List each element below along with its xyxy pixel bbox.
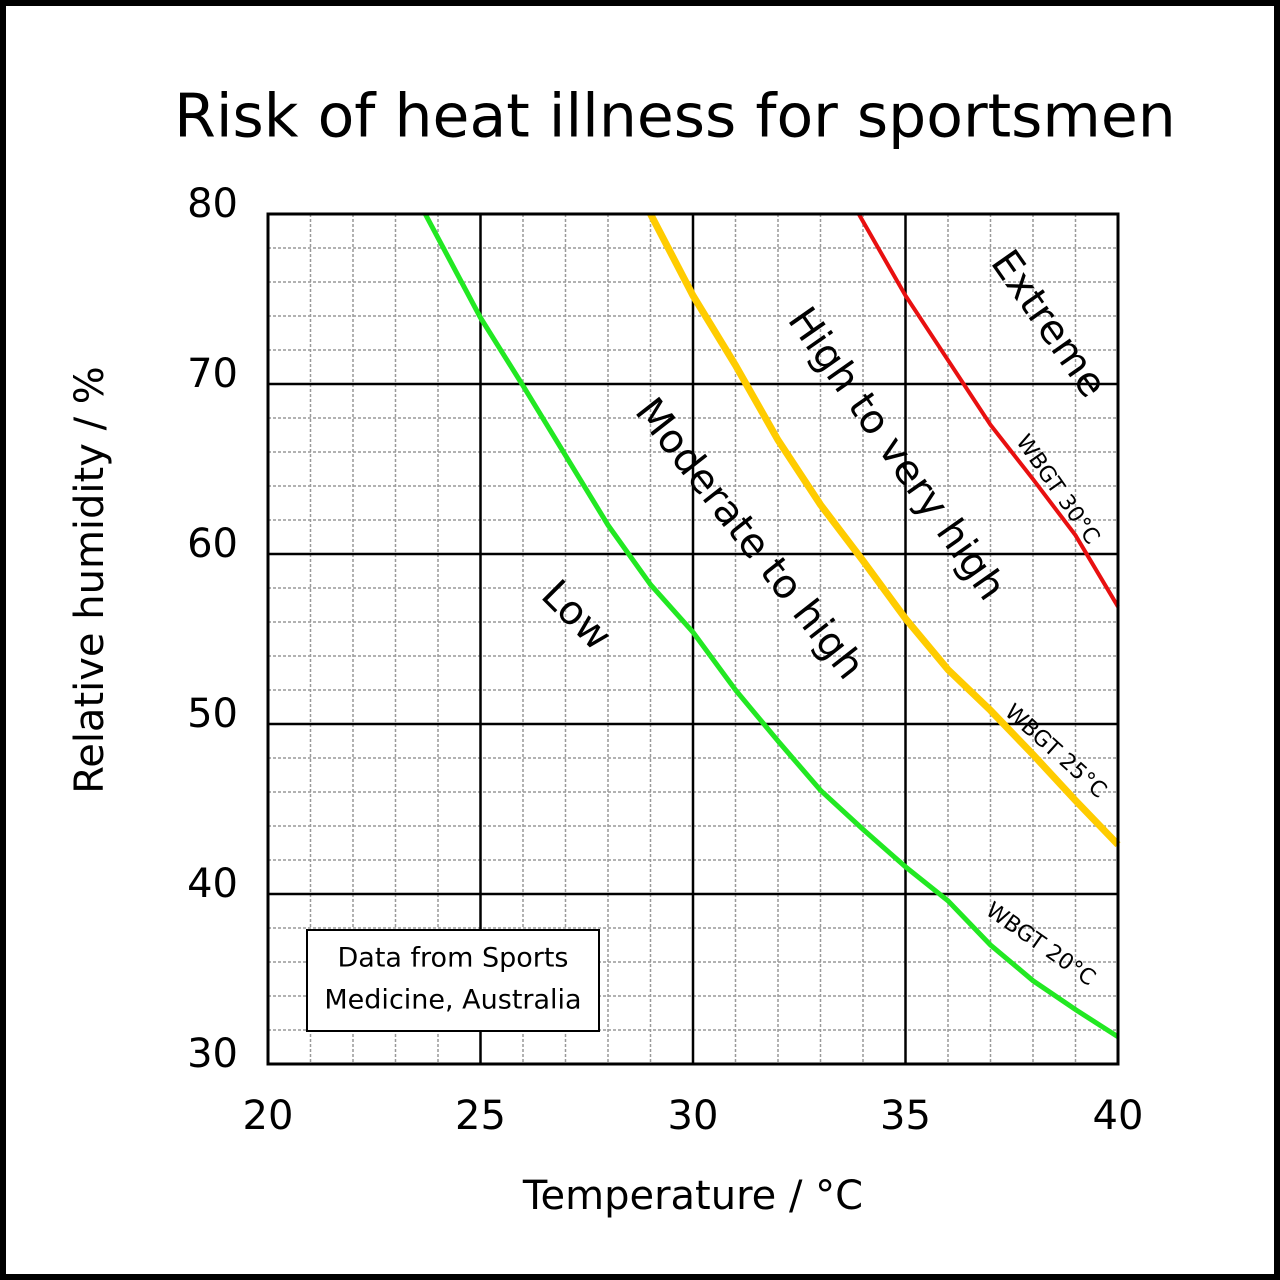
note-line: Data from Sports xyxy=(337,943,568,974)
x-tick-label: 25 xyxy=(455,1093,506,1139)
curve xyxy=(857,213,1120,608)
x-tick-label: 20 xyxy=(243,1093,294,1139)
plot-frame xyxy=(266,212,1120,1066)
y-tick-label: 80 xyxy=(187,181,238,227)
curve xyxy=(423,212,1120,1039)
x-tick-label: 40 xyxy=(1093,1093,1144,1139)
chart-title: Risk of heat illness for sportsmen xyxy=(174,82,1176,152)
curve xyxy=(647,212,1121,848)
note-box xyxy=(306,929,600,1032)
x-axis-label: Temperature / °C xyxy=(522,1173,863,1219)
x-tick-label: 30 xyxy=(668,1093,719,1139)
y-axis-label: Relative humidity / % xyxy=(67,366,113,794)
y-tick-label: 50 xyxy=(187,691,238,737)
x-tick-label: 35 xyxy=(880,1093,931,1139)
y-tick-label: 60 xyxy=(187,521,238,567)
y-tick-label: 40 xyxy=(187,861,238,907)
y-tick-label: 30 xyxy=(187,1031,238,1077)
note-line: Medicine, Australia xyxy=(324,985,581,1016)
y-tick-label: 70 xyxy=(187,351,238,397)
